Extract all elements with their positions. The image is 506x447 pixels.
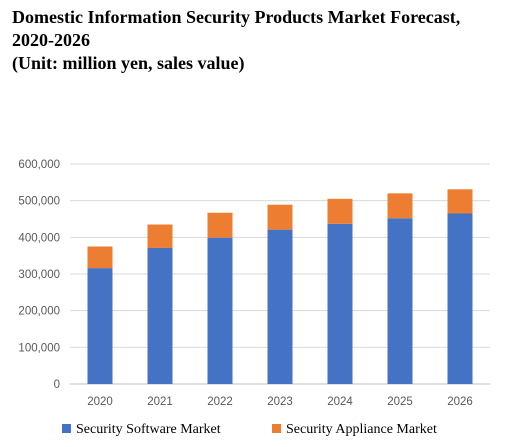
chart-title-line-2: 2020-2026 (12, 30, 90, 50)
bar-security-appliance (207, 212, 233, 238)
y-tick-label: 400,000 (18, 232, 60, 244)
bar-security-appliance (387, 193, 413, 219)
x-tick-label: 2024 (327, 396, 353, 408)
y-tick-label: 0 (54, 379, 60, 391)
bar-security-software (87, 268, 113, 384)
legend-label: Security Appliance Market (286, 422, 437, 437)
y-tick-label: 600,000 (18, 159, 60, 171)
chart-title-line-3: (Unit: million yen, sales value) (12, 53, 245, 73)
bar-security-appliance (327, 198, 353, 224)
bar-security-software (207, 237, 233, 384)
bar-security-appliance (147, 224, 173, 248)
bar-security-software (387, 218, 413, 384)
y-tick-label: 100,000 (18, 342, 60, 354)
x-axis-ticks: 2020 2021 2022 2023 2024 2025 2026 (87, 396, 473, 408)
bar-security-software (147, 247, 173, 384)
bar-security-appliance (267, 204, 293, 230)
x-tick-label: 2025 (387, 396, 413, 408)
x-tick-label: 2021 (147, 396, 173, 408)
x-tick-label: 2020 (87, 396, 113, 408)
legend: Security Software Market Security Applian… (62, 422, 437, 437)
y-axis-ticks: 0 100,000 200,000 300,000 400,000 500,000 600,… (18, 159, 60, 391)
legend-label: Security Software Market (76, 422, 221, 437)
legend-swatch (62, 424, 71, 433)
bars (87, 189, 473, 384)
x-tick-label: 2022 (207, 396, 233, 408)
y-tick-label: 300,000 (18, 269, 60, 281)
y-tick-label: 500,000 (18, 196, 60, 208)
chart-title: Domestic Information Security Products M… (12, 6, 502, 75)
bar-security-software (447, 213, 473, 384)
x-tick-label: 2026 (447, 396, 473, 408)
chart-title-line-1: Domestic Information Security Products M… (12, 7, 461, 27)
bar-security-software (267, 229, 293, 384)
y-tick-label: 200,000 (18, 306, 60, 318)
x-tick-label: 2023 (267, 396, 293, 408)
bar-security-appliance (87, 246, 113, 269)
bar-security-software (327, 223, 353, 384)
bar-security-appliance (447, 189, 473, 214)
legend-swatch (272, 424, 281, 433)
